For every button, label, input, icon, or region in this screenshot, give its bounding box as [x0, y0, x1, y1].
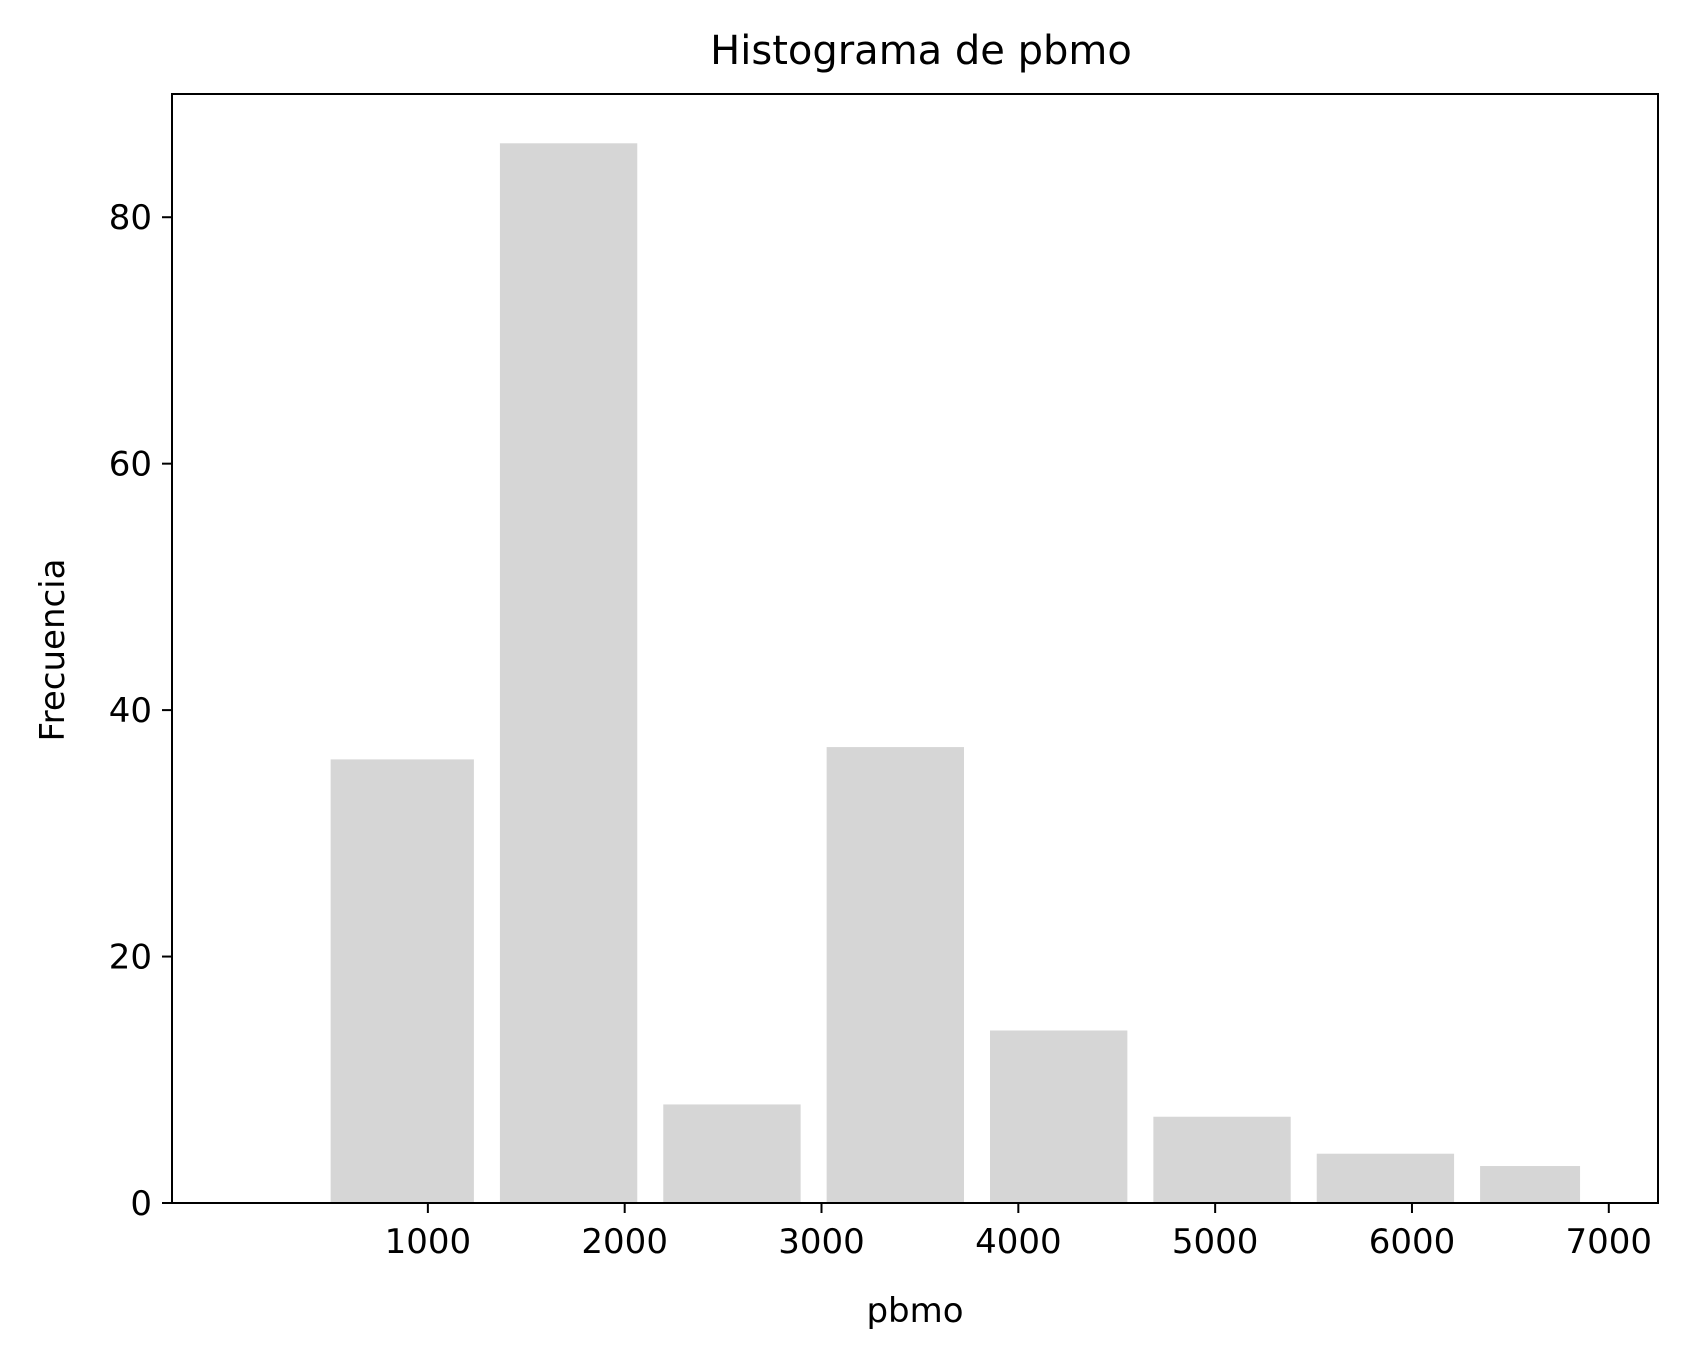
bars-layer — [330, 143, 1581, 1203]
histogram-bar-4 — [826, 747, 964, 1203]
histogram-bar-8 — [1480, 1166, 1581, 1203]
y-tick-label: 80 — [109, 198, 152, 238]
x-tick-label: 2000 — [581, 1222, 668, 1262]
histogram-bar-5 — [989, 1030, 1128, 1203]
x-tick-label: 1000 — [385, 1222, 472, 1262]
histogram-bar-2 — [499, 143, 638, 1203]
y-tick-label: 20 — [109, 938, 152, 978]
y-axis-ticks: 0 20 40 60 80 — [109, 198, 172, 1224]
x-axis-label: pbmo — [866, 1291, 963, 1331]
y-axis-label: Frecuencia — [33, 559, 73, 742]
x-tick-label: 5000 — [1172, 1222, 1259, 1262]
x-tick-label: 6000 — [1369, 1222, 1456, 1262]
y-tick-label: 60 — [109, 445, 152, 485]
y-tick-label: 0 — [130, 1184, 152, 1224]
x-tick-label: 3000 — [778, 1222, 865, 1262]
histogram-bar-3 — [663, 1104, 801, 1203]
x-tick-label: 4000 — [975, 1222, 1062, 1262]
chart-title: Histograma de pbmo — [710, 28, 1132, 74]
x-tick-label: 7000 — [1566, 1222, 1653, 1262]
histogram-bar-6 — [1153, 1116, 1291, 1203]
histogram-bar-7 — [1316, 1153, 1455, 1203]
y-tick-label: 40 — [109, 691, 152, 731]
histogram-bar-1 — [330, 759, 474, 1203]
x-axis-ticks: 1000 2000 3000 4000 5000 6000 7000 — [385, 1203, 1652, 1262]
plot-frame — [171, 93, 1659, 1204]
